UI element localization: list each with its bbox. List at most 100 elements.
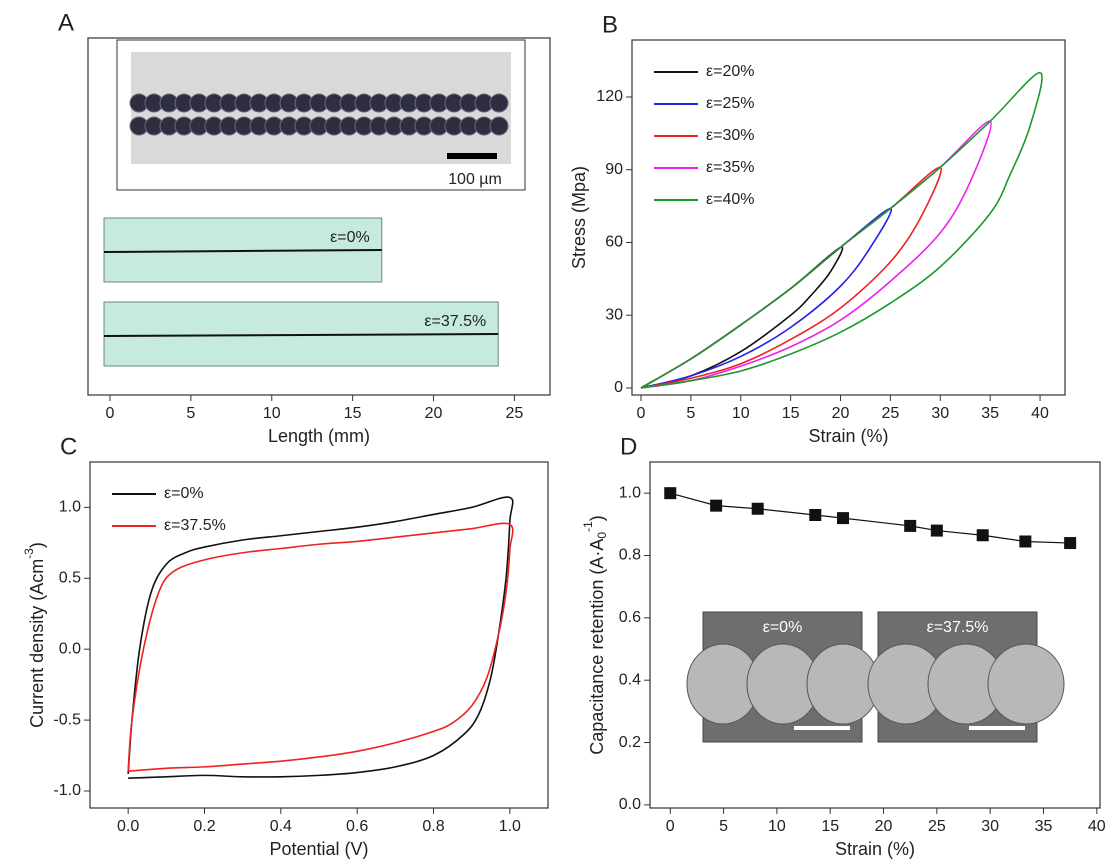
x-axis-label: Strain (%)	[835, 839, 915, 859]
inset-label: ε=37.5%	[927, 619, 989, 636]
x-tick-label: 15	[821, 818, 839, 835]
data-point	[710, 499, 723, 512]
data-point	[837, 512, 850, 525]
y-tick-label: 1.0	[59, 499, 81, 516]
x-tick-label: 40	[1088, 818, 1106, 835]
y-axis-label-text: Stress (Mpa)	[569, 166, 589, 269]
data-line	[127, 496, 514, 780]
data-point	[1019, 535, 1032, 548]
x-tick-label: 0	[637, 405, 646, 422]
plot-frame	[631, 39, 1066, 396]
y-axis-label-text: Current density (Acm	[27, 559, 47, 728]
data-point	[664, 487, 677, 500]
fiber-twist	[489, 116, 509, 136]
sem-fiber	[987, 643, 1065, 725]
x-tick-label: 35	[981, 405, 999, 422]
x-tick-label: 10	[768, 818, 786, 835]
x-tick-label: 10	[263, 405, 281, 422]
legend-label: ε=40%	[706, 191, 755, 208]
y-tick-label: -1.0	[53, 782, 81, 799]
panel-letter: D	[620, 433, 637, 460]
x-axis-label: Strain (%)	[808, 426, 888, 446]
sem-scale-bar	[969, 726, 1025, 730]
sample-label: ε=37.5%	[424, 313, 486, 330]
x-tick-label: 5	[686, 405, 695, 422]
y-tick-label: 0.0	[619, 796, 641, 813]
y-axis-label: Capacitance retention (A·A0-1)	[581, 515, 609, 754]
x-tick-label: 20	[875, 818, 893, 835]
y-axis-label-sup: -1	[581, 521, 595, 532]
scale-bar-label: 100 µm	[448, 171, 502, 188]
x-tick-label: 25	[882, 405, 900, 422]
y-axis-label-end: )	[27, 542, 47, 548]
x-tick-label: 30	[981, 818, 999, 835]
x-tick-label: 0	[666, 818, 675, 835]
data-line	[640, 71, 1043, 389]
y-tick-label: 0.2	[619, 734, 641, 751]
legend-label: ε=30%	[706, 127, 755, 144]
y-axis-label-text: Capacitance retention (A·A	[587, 539, 607, 755]
data-point	[904, 519, 917, 532]
data-line	[127, 522, 514, 772]
data-point	[809, 508, 822, 521]
x-tick-label: 30	[931, 405, 949, 422]
sample-fiber	[103, 249, 382, 253]
x-tick-label: 15	[782, 405, 800, 422]
y-tick-label: 1.0	[619, 484, 641, 501]
sample-label: ε=0%	[330, 229, 370, 246]
x-tick-label: 25	[506, 405, 524, 422]
x-tick-label: 10	[732, 405, 750, 422]
legend-label: ε=0%	[164, 485, 204, 502]
y-tick-label: 0	[614, 379, 623, 396]
x-tick-label: 1.0	[499, 818, 521, 835]
x-tick-label: 0.6	[346, 818, 368, 835]
y-axis-label-sup: -3	[22, 548, 36, 559]
legend-label: ε=20%	[706, 63, 755, 80]
x-tick-label: 15	[344, 405, 362, 422]
y-tick-label: -0.5	[53, 711, 81, 728]
x-tick-label: 0	[106, 405, 115, 422]
data-point	[930, 524, 943, 537]
x-tick-label: 25	[928, 818, 946, 835]
panel-letter: C	[60, 433, 77, 460]
fiber-twist	[489, 93, 509, 113]
y-tick-label: 0.0	[59, 640, 81, 657]
x-tick-label: 20	[425, 405, 443, 422]
inset-label: ε=0%	[763, 619, 803, 636]
data-point	[976, 529, 989, 542]
x-tick-label: 0.2	[193, 818, 215, 835]
legend-label: ε=37.5%	[164, 517, 226, 534]
x-tick-label: 5	[719, 818, 728, 835]
x-tick-label: 35	[1035, 818, 1053, 835]
x-tick-label: 0.4	[270, 818, 292, 835]
x-tick-label: 40	[1031, 405, 1049, 422]
data-point	[751, 502, 764, 515]
data-point	[1064, 537, 1077, 550]
panel-letter: B	[602, 11, 618, 38]
plot-frame	[649, 461, 1101, 809]
connector-line	[670, 492, 1071, 544]
plot-frame	[87, 37, 551, 396]
sem-scale-bar	[794, 726, 850, 730]
y-tick-label: 90	[605, 161, 623, 178]
plot-frame	[89, 461, 549, 809]
scale-bar	[447, 153, 497, 159]
x-tick-label: 0.8	[422, 818, 444, 835]
y-axis-label: Stress (Mpa)	[569, 166, 589, 269]
x-axis-label: Length (mm)	[268, 426, 370, 446]
y-tick-label: 30	[605, 306, 623, 323]
data-line	[640, 246, 844, 389]
x-tick-label: 5	[186, 405, 195, 422]
x-tick-label: 0.0	[117, 818, 139, 835]
y-axis-label-end: )	[587, 515, 607, 521]
x-tick-label: 20	[832, 405, 850, 422]
y-tick-label: 0.8	[619, 547, 641, 564]
data-line	[640, 120, 992, 389]
x-axis-label: Potential (V)	[269, 839, 368, 859]
y-tick-label: 120	[596, 88, 623, 105]
legend-label: ε=25%	[706, 95, 755, 112]
sample-fiber	[103, 333, 499, 337]
y-axis-label-sub: 0	[595, 532, 609, 539]
panel-letter: A	[58, 9, 74, 36]
